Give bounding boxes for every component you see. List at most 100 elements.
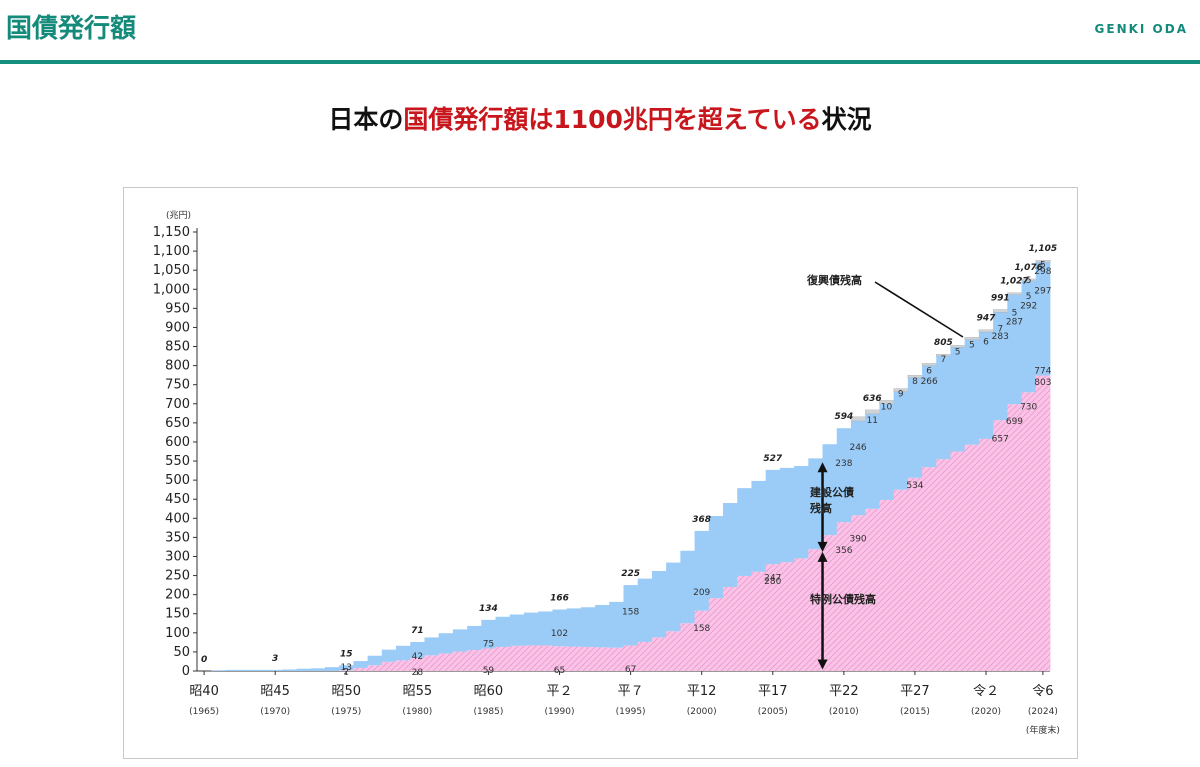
bar-tokurei [353,667,368,671]
bar-kensetsu [893,391,909,490]
bar-tokurei [666,631,681,671]
bar-kensetsu [623,585,639,646]
bar-kensetsu [737,488,752,576]
value-label: 246 [849,443,866,453]
bar-kensetsu [850,420,866,516]
y-tick-label: 650 [165,416,190,431]
debt-chart: (兆円) 05010015020025030035040045050055060… [153,210,1060,736]
x-tick-label: 平22 [829,684,859,699]
total-label: 947 [977,314,997,324]
total-label: 1,076 [1014,263,1042,273]
value-label: 356 [835,546,852,556]
bar-kensetsu [310,668,326,671]
headline-part3: 状況 [821,105,872,134]
bar-tokurei [538,645,553,671]
total-label: 225 [621,569,640,579]
bar-tokurei [737,575,752,671]
bar-kensetsu [680,550,695,624]
bar-tokurei [822,535,838,671]
x-tick-sublabel: (2024) [1028,707,1058,717]
bar-kensetsu [367,655,383,666]
bar-tokurei [922,467,937,671]
bar-tokurei [438,653,454,671]
bar-tokurei [950,451,966,671]
bar-tokurei [1021,392,1037,671]
bar-fukko [964,337,980,340]
x-tick-label: 平２ [547,684,573,699]
y-tick-label: 450 [165,492,190,507]
bar-kensetsu [495,616,511,647]
bar-tokurei [651,637,667,671]
bar-kensetsu [822,444,838,536]
bar-kensetsu [1021,280,1037,393]
bar-kensetsu [225,669,241,671]
headline-highlight: 国債発行額は1100兆円を超えている [403,105,822,134]
bar-kensetsu [580,607,596,647]
bar-kensetsu [467,625,482,651]
y-tick-label: 1,100 [153,244,190,259]
bar-tokurei [595,647,610,671]
x-tick-sublabel: (1985) [473,707,503,717]
x-tick-sublabel: (2020) [971,707,1001,717]
y-tick-label: 1,150 [153,225,190,240]
value-label: 75 [483,639,494,649]
x-tick-sublabel: (1990) [545,707,575,717]
bar-kensetsu [438,633,454,654]
headline: 日本の国債発行額は1100兆円を超えている状況 [0,100,1200,136]
bar-tokurei [637,641,653,671]
bar-tokurei [552,646,568,671]
x-tick-sublabel: (1980) [402,707,432,717]
x-tick-label: 昭40 [189,684,219,699]
bar-tokurei [481,648,496,671]
x-unit-label: (年度末) [1026,724,1060,736]
x-tick-sublabel: (2015) [900,707,930,717]
bar-kensetsu [396,645,411,661]
bar-kensetsu [779,467,795,563]
y-tick-label: 950 [165,301,190,316]
value-label: 209 [693,588,710,598]
bar-kensetsu [666,562,681,632]
x-tick-sublabel: (1975) [331,707,361,717]
value-label: 5 [1026,276,1032,286]
bar-kensetsu [865,413,880,509]
value-label: 59 [483,666,495,676]
kensetsu-arrow-head-bottom [817,541,828,552]
value-label: 534 [906,481,923,491]
header-divider [0,60,1200,64]
bar-tokurei [694,610,710,671]
bar-kensetsu [268,669,283,671]
bar-kensetsu [410,641,425,659]
y-tick-label: 850 [165,340,190,355]
x-tick-label: 昭50 [332,684,362,699]
bar-kensetsu [552,609,568,647]
kensetsu-arrow-head-top [817,462,828,473]
bar-tokurei [779,562,795,671]
total-label: 166 [550,594,569,604]
bar-tokurei [993,420,1008,671]
value-label: 5 [1040,260,1046,270]
value-label: 298 [1034,267,1051,277]
x-tick-sublabel: (1970) [260,707,290,717]
bar-tokurei [794,558,809,671]
value-label: 803 [1034,378,1051,388]
bar-tokurei [836,522,852,671]
total-label: 1,105 [1029,244,1057,254]
bar-kensetsu [907,377,923,478]
y-tick-label: 150 [165,607,190,622]
bar-tokurei [1035,375,1051,671]
bar-kensetsu [481,619,496,649]
x-tick-label: 昭45 [260,684,290,699]
x-tick-sublabel: (1995) [616,707,646,717]
bar-kensetsu [964,339,980,445]
value-label: 5 [1026,292,1032,302]
bar-tokurei [680,623,695,671]
total-label: 636 [863,394,882,404]
bar-tokurei [367,665,383,671]
bar-kensetsu [538,611,553,646]
value-label: 6 [983,337,989,347]
bar-kensetsu [978,332,994,439]
bar-tokurei [1007,404,1022,671]
bar-tokurei [381,661,397,671]
bar-kensetsu [339,665,354,671]
value-label: 102 [551,629,568,639]
